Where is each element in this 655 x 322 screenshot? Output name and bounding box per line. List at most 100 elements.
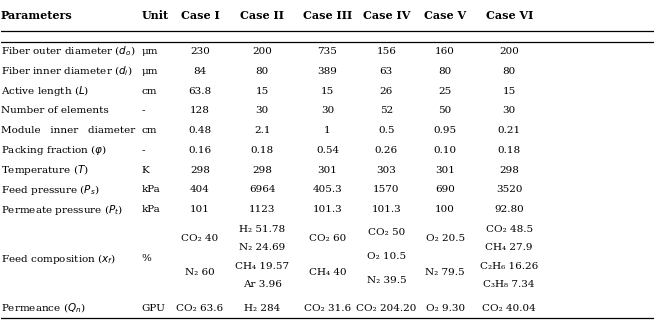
Text: μm: μm bbox=[141, 47, 158, 56]
Text: 404: 404 bbox=[190, 185, 210, 194]
Text: 301: 301 bbox=[318, 166, 337, 175]
Text: 0.5: 0.5 bbox=[378, 126, 394, 135]
Text: 1: 1 bbox=[324, 126, 331, 135]
Text: N₂ 79.5: N₂ 79.5 bbox=[425, 268, 465, 277]
Text: 6964: 6964 bbox=[249, 185, 275, 194]
Text: 84: 84 bbox=[193, 67, 207, 76]
Text: 3520: 3520 bbox=[496, 185, 523, 194]
Text: C₂H₆ 16.26: C₂H₆ 16.26 bbox=[480, 262, 538, 271]
Text: H₂ 284: H₂ 284 bbox=[244, 304, 280, 313]
Text: 405.3: 405.3 bbox=[312, 185, 343, 194]
Text: 156: 156 bbox=[377, 47, 396, 56]
Text: Case II: Case II bbox=[240, 10, 284, 21]
Text: Fiber outer diameter ($d_o$): Fiber outer diameter ($d_o$) bbox=[1, 45, 135, 58]
Text: CO₂ 40: CO₂ 40 bbox=[181, 234, 219, 243]
Text: Case I: Case I bbox=[181, 10, 219, 21]
Text: CO₂ 63.6: CO₂ 63.6 bbox=[176, 304, 223, 313]
Text: 25: 25 bbox=[439, 87, 452, 96]
Text: 80: 80 bbox=[502, 67, 516, 76]
Text: C₃H₈ 7.34: C₃H₈ 7.34 bbox=[483, 280, 535, 289]
Text: CO₂ 204.20: CO₂ 204.20 bbox=[356, 304, 417, 313]
Text: %: % bbox=[141, 254, 151, 263]
Text: 26: 26 bbox=[380, 87, 393, 96]
Text: Case III: Case III bbox=[303, 10, 352, 21]
Text: CO₂ 48.5: CO₂ 48.5 bbox=[485, 225, 533, 234]
Text: N₂ 60: N₂ 60 bbox=[185, 268, 215, 277]
Text: CH₄ 27.9: CH₄ 27.9 bbox=[485, 243, 533, 252]
Text: 2.1: 2.1 bbox=[254, 126, 271, 135]
Text: μm: μm bbox=[141, 67, 158, 76]
Text: 160: 160 bbox=[435, 47, 455, 56]
Text: 80: 80 bbox=[439, 67, 452, 76]
Text: 389: 389 bbox=[318, 67, 337, 76]
Text: 128: 128 bbox=[190, 106, 210, 115]
Text: Unit: Unit bbox=[141, 10, 168, 21]
Text: Case IV: Case IV bbox=[363, 10, 410, 21]
Text: 298: 298 bbox=[499, 166, 519, 175]
Text: O₂ 9.30: O₂ 9.30 bbox=[426, 304, 464, 313]
Text: Case VI: Case VI bbox=[485, 10, 533, 21]
Text: Fiber inner diameter ($d_i$): Fiber inner diameter ($d_i$) bbox=[1, 64, 132, 78]
Text: 0.54: 0.54 bbox=[316, 146, 339, 155]
Text: Temperature ($T$): Temperature ($T$) bbox=[1, 163, 88, 177]
Text: cm: cm bbox=[141, 126, 157, 135]
Text: 30: 30 bbox=[321, 106, 334, 115]
Text: 301: 301 bbox=[435, 166, 455, 175]
Text: 0.48: 0.48 bbox=[189, 126, 212, 135]
Text: Module   inner   diameter: Module inner diameter bbox=[1, 126, 135, 135]
Text: 30: 30 bbox=[502, 106, 516, 115]
Text: 690: 690 bbox=[435, 185, 455, 194]
Text: 101.3: 101.3 bbox=[312, 205, 343, 214]
Text: K: K bbox=[141, 166, 149, 175]
Text: 200: 200 bbox=[499, 47, 519, 56]
Text: Permeance ($Q_n$): Permeance ($Q_n$) bbox=[1, 301, 85, 315]
Text: 0.16: 0.16 bbox=[189, 146, 212, 155]
Text: Case V: Case V bbox=[424, 10, 466, 21]
Text: 63.8: 63.8 bbox=[189, 87, 212, 96]
Text: Feed pressure ($P_s$): Feed pressure ($P_s$) bbox=[1, 183, 100, 197]
Text: N₂ 24.69: N₂ 24.69 bbox=[239, 243, 286, 252]
Text: cm: cm bbox=[141, 87, 157, 96]
Text: 1123: 1123 bbox=[249, 205, 275, 214]
Text: 200: 200 bbox=[252, 47, 272, 56]
Text: CO₂ 31.6: CO₂ 31.6 bbox=[304, 304, 351, 313]
Text: CO₂ 50: CO₂ 50 bbox=[367, 228, 405, 237]
Text: 0.26: 0.26 bbox=[375, 146, 398, 155]
Text: 1570: 1570 bbox=[373, 185, 400, 194]
Text: Parameters: Parameters bbox=[1, 10, 73, 21]
Text: Feed composition ($x_f$): Feed composition ($x_f$) bbox=[1, 252, 116, 266]
Text: CO₂ 40.04: CO₂ 40.04 bbox=[482, 304, 536, 313]
Text: -: - bbox=[141, 146, 145, 155]
Text: CH₄ 19.57: CH₄ 19.57 bbox=[235, 262, 290, 271]
Text: 230: 230 bbox=[190, 47, 210, 56]
Text: H₂ 51.78: H₂ 51.78 bbox=[239, 225, 285, 234]
Text: N₂ 39.5: N₂ 39.5 bbox=[367, 276, 406, 285]
Text: 15: 15 bbox=[502, 87, 516, 96]
Text: 0.18: 0.18 bbox=[498, 146, 521, 155]
Text: 0.10: 0.10 bbox=[434, 146, 457, 155]
Text: 0.95: 0.95 bbox=[434, 126, 457, 135]
Text: kPa: kPa bbox=[141, 205, 160, 214]
Text: 63: 63 bbox=[380, 67, 393, 76]
Text: 15: 15 bbox=[321, 87, 334, 96]
Text: 50: 50 bbox=[439, 106, 452, 115]
Text: 298: 298 bbox=[190, 166, 210, 175]
Text: GPU: GPU bbox=[141, 304, 165, 313]
Text: 735: 735 bbox=[318, 47, 337, 56]
Text: Permeate pressure ($P_t$): Permeate pressure ($P_t$) bbox=[1, 203, 122, 216]
Text: 100: 100 bbox=[435, 205, 455, 214]
Text: 101.3: 101.3 bbox=[371, 205, 402, 214]
Text: Packing fraction ($\varphi$): Packing fraction ($\varphi$) bbox=[1, 143, 107, 157]
Text: 0.18: 0.18 bbox=[251, 146, 274, 155]
Text: -: - bbox=[141, 106, 145, 115]
Text: 298: 298 bbox=[252, 166, 272, 175]
Text: Ar 3.96: Ar 3.96 bbox=[243, 280, 282, 289]
Text: Number of elements: Number of elements bbox=[1, 106, 109, 115]
Text: Active length ($L$): Active length ($L$) bbox=[1, 84, 89, 98]
Text: 15: 15 bbox=[255, 87, 269, 96]
Text: CH₄ 40: CH₄ 40 bbox=[309, 268, 346, 277]
Text: 303: 303 bbox=[377, 166, 396, 175]
Text: 92.80: 92.80 bbox=[495, 205, 524, 214]
Text: O₂ 20.5: O₂ 20.5 bbox=[426, 234, 464, 243]
Text: 80: 80 bbox=[255, 67, 269, 76]
